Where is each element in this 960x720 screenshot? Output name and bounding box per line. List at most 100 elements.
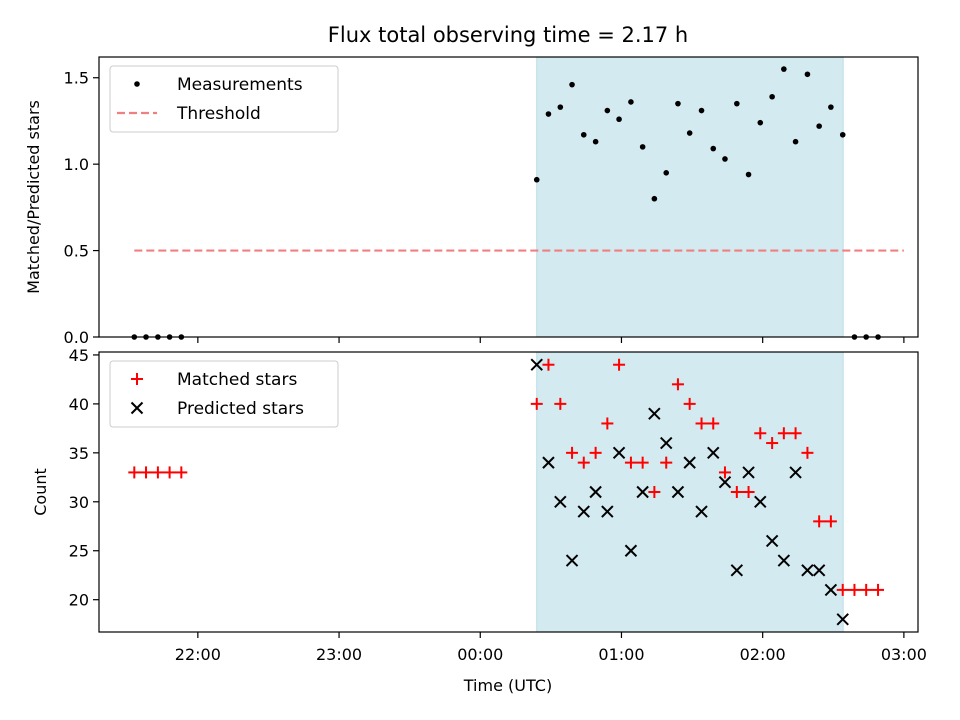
measurement-point (804, 71, 811, 78)
predicted-star-marker (754, 495, 767, 508)
predicted-star-marker (648, 407, 661, 420)
measurement-point (545, 111, 552, 117)
predicted-star-marker (530, 358, 543, 371)
x-tick-label: 00:00 (457, 645, 503, 664)
y-tick-label: 45 (69, 346, 89, 365)
predicted-star-marker (765, 534, 779, 548)
legend-entry: Threshold (117, 104, 261, 124)
matched-star-marker (848, 583, 861, 596)
ratio-panel: 0.0 0.5 1.0 1.5 Matched/Predicted stars Measu… (24, 56, 919, 347)
matched-star-marker (730, 486, 743, 498)
y-tick-label: 1.0 (64, 155, 89, 174)
measurement-point (604, 107, 611, 114)
y-tick-label: 1.5 (64, 69, 89, 88)
legend: Matched stars Predicted stars (109, 360, 339, 428)
data-markers (128, 358, 885, 626)
predicted-star-marker (789, 466, 802, 479)
measurement-point (663, 170, 670, 176)
matched-star-marker (601, 417, 614, 430)
y-tick-label: 40 (69, 395, 89, 414)
legend-label: Measurements (177, 75, 303, 95)
measurement-point (686, 130, 693, 136)
measurement-point (828, 104, 834, 110)
matched-star-marker (554, 397, 567, 410)
legend-entry: Predicted stars (130, 399, 304, 419)
x-tick-label: 23:00 (316, 645, 362, 664)
matched-star-marker (163, 466, 176, 479)
measurement-point (769, 93, 775, 100)
matched-star-marker (718, 466, 731, 479)
matched-star-marker (589, 446, 602, 459)
y-axis-label: Matched/Predicted stars (24, 100, 43, 294)
legend-x-icon (130, 401, 144, 415)
predicted-star-marker (683, 456, 696, 469)
predicted-star-marker (730, 564, 744, 577)
matched-star-marker (140, 466, 153, 479)
legend-entry: Matched stars (131, 370, 297, 390)
predicted-star-marker (812, 564, 826, 577)
y-tick-label: 20 (69, 591, 89, 610)
observing-window-shade (536, 56, 844, 338)
matched-star-marker (613, 358, 626, 371)
measurement-point (616, 116, 622, 123)
matched-star-marker (742, 486, 755, 498)
legend: Measurements Threshold (109, 65, 339, 133)
predicted-star-marker (718, 476, 732, 489)
predicted-star-marker (612, 446, 626, 460)
x-tick-label: 02:00 (740, 645, 786, 664)
x-axis-label: Time (UTC) (463, 676, 552, 695)
legend-label: Predicted stars (177, 399, 304, 419)
y-tick-label: 0.5 (64, 242, 89, 261)
x-tick-label: 01:00 (598, 645, 644, 664)
matched-star-marker (542, 358, 555, 371)
matched-star-marker (695, 417, 708, 430)
observing-window-shade (536, 351, 844, 633)
matched-star-marker (777, 427, 790, 440)
axes-frame (98, 351, 919, 633)
matched-star-marker (683, 397, 696, 410)
legend-box (109, 65, 339, 133)
matched-star-marker (813, 515, 826, 528)
predicted-star-marker (742, 466, 755, 479)
matched-star-marker (801, 446, 814, 459)
y-tick-label: 0.0 (64, 328, 89, 347)
x-tick-label: 03:00 (881, 645, 927, 664)
matched-star-marker (671, 378, 684, 391)
matched-star-marker (577, 456, 590, 469)
matched-star-marker (860, 583, 873, 596)
matched-star-marker (824, 515, 837, 528)
matched-star-marker (872, 583, 885, 596)
legend-label: Matched stars (177, 370, 297, 390)
matched-star-marker (707, 417, 720, 430)
x-tick-label: 22:00 (175, 645, 221, 664)
measurement-point (757, 119, 764, 126)
matched-star-marker (566, 446, 579, 459)
y-axis-label: Count (31, 468, 50, 516)
measurement-point (792, 138, 799, 145)
predicted-star-marker (777, 554, 791, 567)
matched-star-marker (766, 437, 779, 450)
predicted-star-marker (542, 456, 555, 469)
legend-label: Threshold (176, 104, 261, 124)
count-panel: 20 25 30 35 40 45 22:00 23:00 00:00 01:00 02:00 03:… (31, 346, 927, 664)
legend-dot-icon (134, 81, 140, 87)
measurement-point (734, 100, 740, 107)
measurement-point (533, 176, 540, 183)
data-markers (131, 66, 881, 340)
predicted-star-marker (695, 505, 708, 518)
y-tick-label: 35 (69, 444, 89, 463)
predicted-star-marker (624, 544, 638, 557)
matched-star-marker (175, 466, 188, 479)
measurement-point (745, 171, 752, 178)
matched-star-marker (151, 466, 164, 479)
measurement-point (839, 131, 846, 138)
measurement-point (628, 99, 634, 105)
measurement-point (710, 145, 717, 152)
y-tick-label: 30 (69, 493, 89, 512)
matched-star-marker (754, 427, 767, 440)
predicted-star-marker (636, 485, 649, 499)
measurement-point (639, 144, 646, 150)
measurement-point (675, 100, 681, 107)
measurement-point (580, 131, 587, 138)
